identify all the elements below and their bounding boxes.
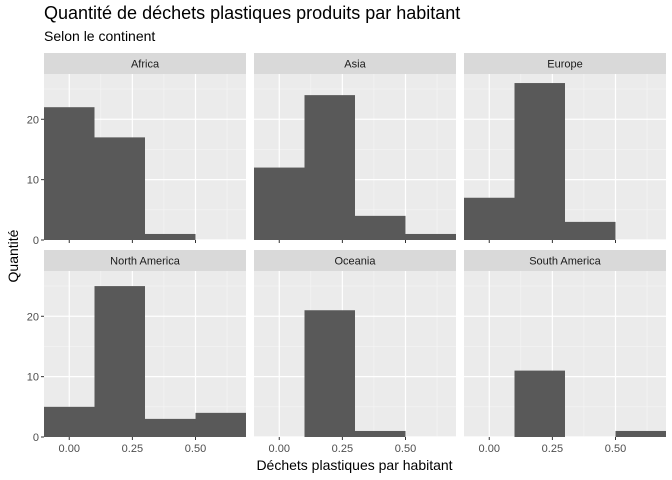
x-tick-label: 0.00 [59,443,80,455]
chart-subtitle: Selon le continent [44,28,156,44]
histogram-bar-north-america [44,406,95,437]
x-tick-label: 0.25 [122,443,143,455]
histogram-bar-oceania [304,310,355,437]
x-tick-label: 0.50 [395,443,416,455]
facet-strip-asia [254,53,456,74]
histogram-bar-asia [355,215,406,240]
x-tick-label: 0.25 [542,443,563,455]
x-axis-label: Déchets plastiques par habitant [256,457,452,473]
histogram-bar-europe [565,221,616,240]
histogram-bar-europe [514,83,565,241]
histogram-bar-asia [254,167,305,240]
facet-strip-oceania [254,250,456,271]
y-tick-label: 0 [33,235,39,247]
histogram-bar-north-america [145,418,196,437]
y-axis-label: Quantité [5,229,21,282]
x-tick-label: 0.50 [185,443,206,455]
y-tick-label: 10 [27,175,39,187]
histogram-bar-africa [44,107,95,240]
facet-label-europe: Europe [547,59,582,71]
x-tick-label: 0.00 [269,443,290,455]
facet-strip-north-america [44,250,246,271]
facet-strip-south-america [464,250,666,271]
facet-strip-africa [44,53,246,74]
chart-title: Quantité de déchets plastiques produits … [44,3,461,23]
histogram-bar-europe [464,197,515,240]
histogram-bar-asia [304,95,355,240]
y-tick-label: 20 [27,114,39,126]
histogram-bar-asia [405,233,456,240]
histogram-bar-south-america [615,430,666,437]
y-tick-label: 10 [27,372,39,384]
y-tick-label: 0 [33,432,39,444]
x-tick-label: 0.25 [332,443,353,455]
facet-label-south-america: South America [529,256,601,268]
histogram-bar-oceania [355,430,406,437]
facet-label-north-america: North America [110,256,181,268]
x-tick-label: 0.00 [479,443,500,455]
histogram-bar-africa [94,137,145,240]
histogram-bar-north-america [94,286,145,437]
histogram-bar-africa [145,233,196,240]
histogram-bar-south-america [514,370,565,437]
facet-label-oceania: Oceania [335,256,377,268]
y-tick-label: 20 [27,311,39,323]
facet-label-africa: Africa [131,59,160,71]
histogram-bar-north-america [195,412,246,437]
x-tick-label: 0.50 [605,443,626,455]
facet-label-asia: Asia [344,59,366,71]
facet-strip-europe [464,53,666,74]
